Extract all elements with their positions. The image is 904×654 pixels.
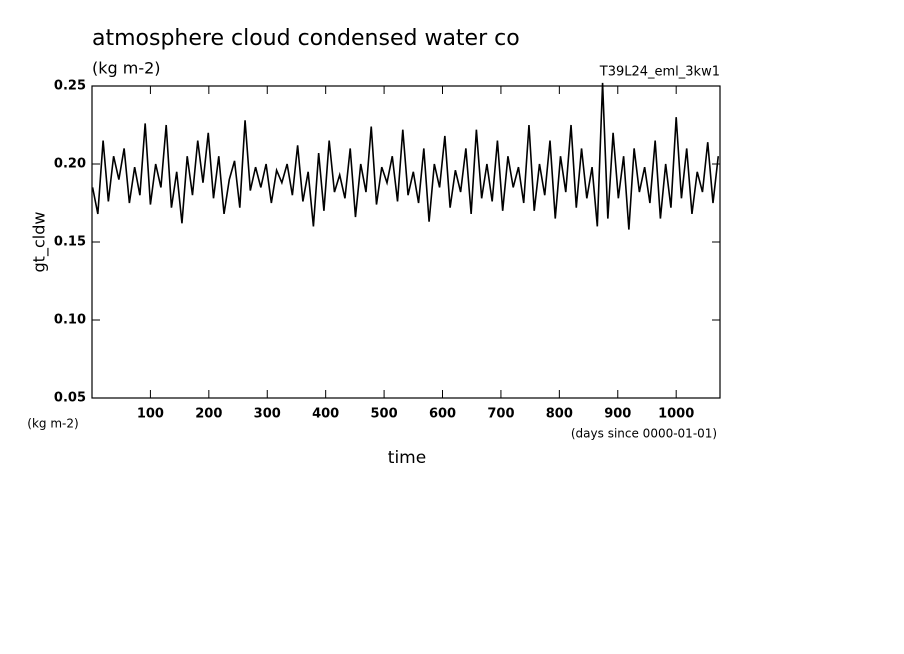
annotation: T39L24_eml_3kw1 xyxy=(599,65,720,80)
y-tick-label: 0.05 xyxy=(54,391,86,406)
y-tick-label: 0.15 xyxy=(54,235,86,250)
y-tick-label: 0.20 xyxy=(54,157,86,172)
y-tick-label: 0.10 xyxy=(54,313,86,328)
x-tick-label: 500 xyxy=(371,407,398,422)
plot-frame xyxy=(91,85,721,399)
x-tick-label: 400 xyxy=(312,407,339,422)
x-tick-label: 300 xyxy=(254,407,281,422)
x-tick-label: 900 xyxy=(604,407,631,422)
chart-title: atmosphere cloud condensed water co xyxy=(92,26,520,51)
x-tick-label: 200 xyxy=(195,407,222,422)
y-axis-label: gt_cldw xyxy=(30,212,50,273)
y-tick-label: 0.25 xyxy=(54,79,86,94)
chart-subtitle: (kg m-2) xyxy=(92,59,161,78)
x-axis-label: time xyxy=(388,448,426,468)
x-tick-label: 100 xyxy=(137,407,164,422)
x-tick-label: 700 xyxy=(487,407,514,422)
x-tick-label: 800 xyxy=(546,407,573,422)
data-line xyxy=(91,82,720,230)
x-tick-label: 1000 xyxy=(658,407,694,422)
x-unit: (days since 0000-01-01) xyxy=(571,427,717,441)
x-tick-label: 600 xyxy=(429,407,456,422)
y-unit: (kg m-2) xyxy=(27,417,78,431)
